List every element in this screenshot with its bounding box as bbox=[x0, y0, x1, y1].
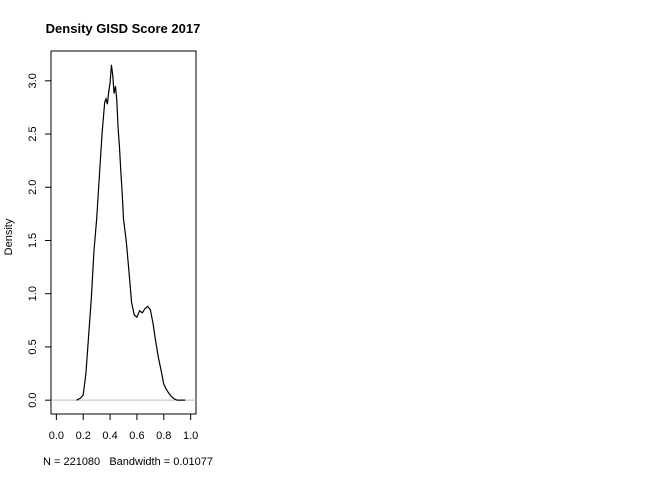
y-tick-label: 1.0 bbox=[27, 286, 39, 301]
x-tick-label: 0.6 bbox=[129, 430, 144, 442]
y-tick-label: 2.5 bbox=[27, 126, 39, 141]
x-axis-label: N = 221080 Bandwidth = 0.01077 bbox=[43, 456, 213, 468]
y-tick-label: 0.5 bbox=[27, 339, 39, 354]
x-tick-label: 0.2 bbox=[76, 430, 91, 442]
plot-frame bbox=[50, 50, 197, 415]
x-tick-label: 0.0 bbox=[49, 430, 64, 442]
y-axis: 0.0 0.5 1.0 1.5 2.0 2.5 3.0 bbox=[27, 73, 52, 408]
y-tick-label: 3.0 bbox=[27, 73, 39, 88]
y-tick-label: 2.0 bbox=[27, 180, 39, 195]
chart-title: Density GISD Score 2017 bbox=[46, 21, 201, 36]
x-axis: 0.0 0.2 0.4 0.6 0.8 1.0 bbox=[49, 413, 198, 442]
y-tick-label: 1.5 bbox=[27, 233, 39, 248]
x-tick-label: 1.0 bbox=[183, 430, 198, 442]
y-tick-label: 0.0 bbox=[27, 393, 39, 408]
density-curve bbox=[76, 64, 186, 401]
y-axis-label: Density bbox=[3, 218, 15, 255]
x-tick-label: 0.8 bbox=[156, 430, 171, 442]
x-tick-label: 0.4 bbox=[102, 430, 117, 442]
